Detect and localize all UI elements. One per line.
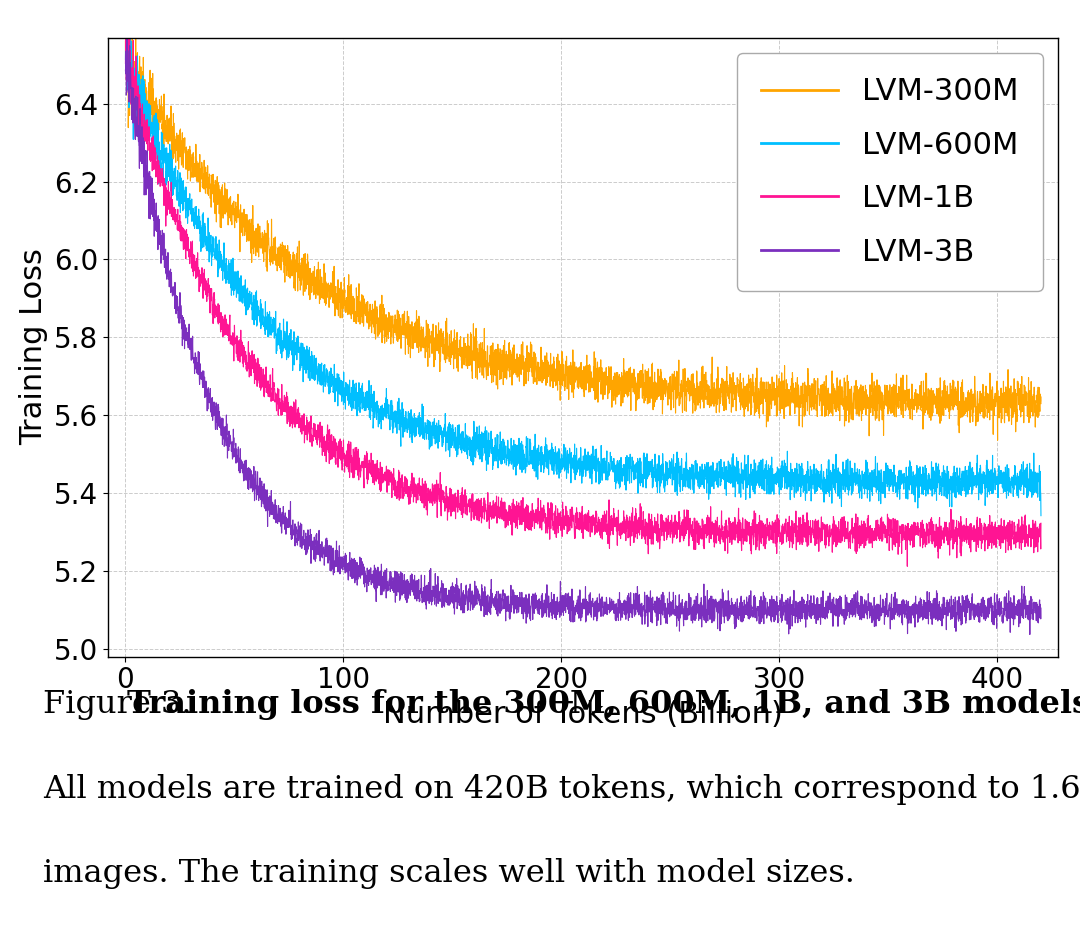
LVM-600M	[708, 473, 721, 484]
Y-axis label: Training Loss: Training Loss	[19, 249, 49, 446]
LVM-1B	[120, 15, 133, 26]
LVM-600M	[119, 53, 132, 65]
LVM-300M	[511, 355, 524, 366]
LVM-600M	[824, 469, 837, 480]
Text: images. The training scales well with model sizes.: images. The training scales well with mo…	[43, 858, 855, 889]
LVM-300M	[944, 394, 957, 405]
LVM-3B	[708, 612, 721, 623]
LVM-300M	[120, 8, 133, 20]
LVM-3B	[121, 31, 134, 42]
Text: All models are trained on 420B tokens, which correspond to 1.64B: All models are trained on 420B tokens, w…	[43, 774, 1080, 805]
LVM-1B	[901, 561, 914, 572]
LVM-3B	[1035, 602, 1048, 613]
LVM-300M	[475, 342, 488, 354]
LVM-300M	[119, 36, 132, 47]
LVM-300M	[824, 401, 837, 413]
LVM-600M	[475, 444, 488, 455]
LVM-1B	[217, 317, 230, 328]
LVM-3B	[944, 601, 957, 613]
LVM-1B	[511, 523, 524, 535]
LVM-1B	[475, 517, 488, 528]
LVM-300M	[991, 434, 1004, 446]
LVM-1B	[119, 58, 132, 69]
LVM-300M	[217, 199, 230, 210]
X-axis label: Number of Tokens (Billion): Number of Tokens (Billion)	[383, 700, 783, 729]
LVM-300M	[708, 391, 721, 402]
Text: Figure 3.: Figure 3.	[43, 689, 207, 720]
Line: LVM-1B: LVM-1B	[125, 21, 1041, 567]
LVM-3B	[511, 602, 524, 613]
LVM-1B	[1035, 518, 1048, 529]
LVM-600M	[1035, 510, 1048, 522]
LVM-3B	[119, 65, 132, 76]
LVM-600M	[121, 9, 134, 21]
LVM-600M	[511, 446, 524, 458]
LVM-3B	[1024, 628, 1037, 640]
LVM-600M	[944, 484, 957, 495]
LVM-3B	[475, 598, 488, 609]
Text: Training loss for the 300M, 600M, 1B, and 3B models.: Training loss for the 300M, 600M, 1B, an…	[127, 689, 1080, 720]
LVM-1B	[944, 535, 957, 546]
LVM-3B	[217, 421, 230, 432]
LVM-1B	[824, 531, 837, 542]
LVM-300M	[1035, 398, 1048, 409]
LVM-3B	[824, 603, 837, 614]
Legend: LVM-300M, LVM-600M, LVM-1B, LVM-3B: LVM-300M, LVM-600M, LVM-1B, LVM-3B	[737, 53, 1043, 291]
LVM-1B	[708, 532, 721, 543]
LVM-600M	[217, 265, 230, 276]
Line: LVM-3B: LVM-3B	[125, 37, 1041, 634]
Line: LVM-300M: LVM-300M	[125, 14, 1041, 440]
Line: LVM-600M: LVM-600M	[125, 15, 1041, 516]
